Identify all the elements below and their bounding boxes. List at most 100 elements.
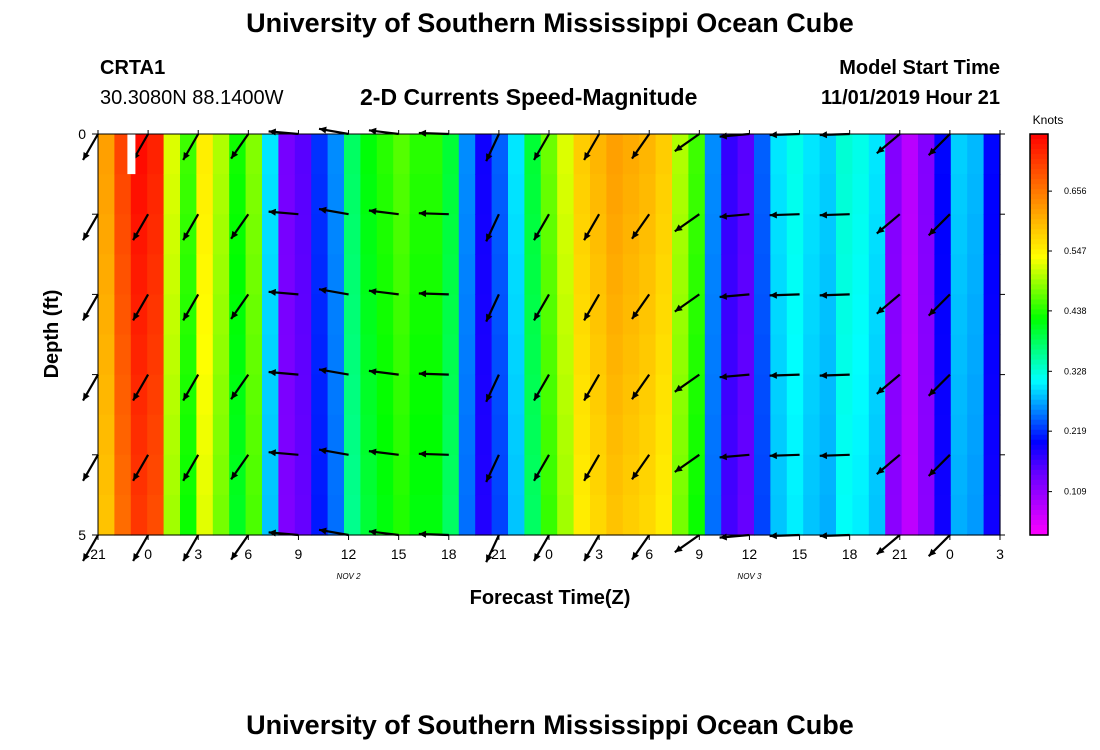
- heatmap-cell: [475, 334, 493, 376]
- current-arrow: [132, 454, 150, 482]
- heatmap-cell: [786, 174, 804, 215]
- heatmap-cell: [721, 494, 739, 536]
- heatmap-cell: [885, 134, 903, 175]
- heatmap-cell: [836, 334, 853, 376]
- heatmap-cell: [573, 374, 591, 416]
- heatmap-cell: [262, 134, 279, 175]
- heatmap-cell: [376, 454, 394, 496]
- heatmap-cell: [754, 294, 771, 336]
- heatmap-cell: [294, 494, 312, 536]
- current-arrow: [631, 454, 651, 481]
- heatmap-cell: [901, 174, 919, 215]
- heatmap-cell: [737, 414, 755, 456]
- heatmap-cell: [983, 494, 1001, 536]
- current-arrow: [876, 453, 901, 475]
- current-arrow: [719, 212, 750, 220]
- x-tick-label: 18: [441, 546, 457, 562]
- heatmap-cell: [803, 334, 821, 376]
- current-arrow: [368, 368, 399, 376]
- heatmap-cell: [868, 454, 886, 496]
- heatmap-cell: [344, 294, 361, 336]
- heatmap-cell: [311, 494, 329, 536]
- heatmap-cell: [672, 414, 689, 456]
- current-arrow: [719, 373, 750, 381]
- heatmap-cell: [639, 254, 657, 295]
- colorbar-segment: [1030, 349, 1048, 356]
- heatmap-cell: [540, 494, 558, 536]
- heatmap-cell: [442, 214, 460, 255]
- current-arrow: [674, 534, 700, 554]
- heatmap-cell: [918, 174, 935, 215]
- current-arrow: [82, 454, 99, 482]
- heatmap-cell: [590, 174, 607, 215]
- current-arrow: [318, 527, 349, 537]
- heatmap-cell: [786, 334, 804, 376]
- heatmap-cell: [491, 174, 509, 215]
- heatmap-cell: [573, 134, 591, 175]
- heatmap-cell: [622, 454, 640, 496]
- heatmap-cell: [901, 414, 919, 456]
- heatmap-cell: [737, 494, 755, 536]
- heatmap-cell: [475, 254, 493, 295]
- heatmap-cell: [622, 134, 640, 175]
- current-arrow: [583, 534, 601, 562]
- heatmap-cell: [754, 334, 771, 376]
- x-tick-label: 0: [545, 546, 553, 562]
- heatmap-cell: [245, 454, 263, 496]
- colorbar-segment: [1030, 224, 1048, 230]
- heatmap-cell: [672, 174, 689, 215]
- heatmap-cell: [147, 134, 165, 175]
- heatmap-cell: [491, 414, 509, 456]
- heatmap-cell: [622, 294, 640, 336]
- heatmap-cell: [311, 334, 329, 376]
- heatmap-cell: [98, 414, 115, 456]
- heatmap-cell: [786, 374, 804, 416]
- heatmap-cell: [852, 214, 870, 255]
- colorbar-segment: [1030, 234, 1048, 240]
- current-arrow: [819, 211, 850, 219]
- heatmap-cell: [524, 374, 542, 416]
- heatmap-cell: [409, 134, 427, 175]
- colorbar-segment: [1030, 319, 1048, 326]
- heatmap-cell: [475, 454, 493, 496]
- colorbar-segment: [1030, 424, 1048, 431]
- heatmap-cell: [557, 454, 575, 496]
- heatmap-cell: [672, 294, 689, 336]
- colorbar-segment: [1030, 509, 1048, 516]
- colorbar-segment: [1030, 489, 1048, 496]
- heatmap-cell: [114, 254, 132, 295]
- heatmap-cell: [950, 214, 968, 255]
- heatmap-cell: [327, 134, 345, 175]
- heatmap-cell: [278, 334, 296, 376]
- heatmap-cell: [212, 414, 230, 456]
- heatmap-cell: [737, 254, 755, 295]
- heatmap-cell: [212, 174, 230, 215]
- heatmap-cell: [196, 374, 214, 416]
- colorbar-segment: [1030, 304, 1048, 311]
- heatmap-cell: [426, 454, 443, 496]
- heatmap-cell: [491, 494, 509, 536]
- current-arrow: [583, 454, 601, 482]
- heatmap-cell: [967, 414, 985, 456]
- current-arrow: [583, 133, 601, 161]
- heatmap-cell: [770, 454, 788, 496]
- heatmap-cell: [885, 494, 903, 536]
- heatmap-cell: [212, 214, 230, 255]
- heatmap-cell: [885, 414, 903, 456]
- heatmap-cell: [196, 454, 214, 496]
- station-id: CRTA1: [100, 57, 166, 79]
- current-arrow: [368, 448, 399, 456]
- heatmap-cell: [262, 374, 279, 416]
- heatmap-cell: [245, 374, 263, 416]
- heatmap-cell: [803, 254, 821, 295]
- heatmap-cell: [704, 414, 722, 456]
- heatmap-cell: [393, 254, 411, 295]
- heatmap-cell: [475, 494, 493, 536]
- heatmap-cell: [672, 454, 689, 496]
- heatmap-cell: [311, 454, 329, 496]
- colorbar-tick-label: 0.656: [1064, 186, 1087, 196]
- heatmap-cell: [836, 134, 853, 175]
- heatmap-cell: [557, 214, 575, 255]
- heatmap-cell: [163, 174, 181, 215]
- current-arrow: [674, 373, 700, 393]
